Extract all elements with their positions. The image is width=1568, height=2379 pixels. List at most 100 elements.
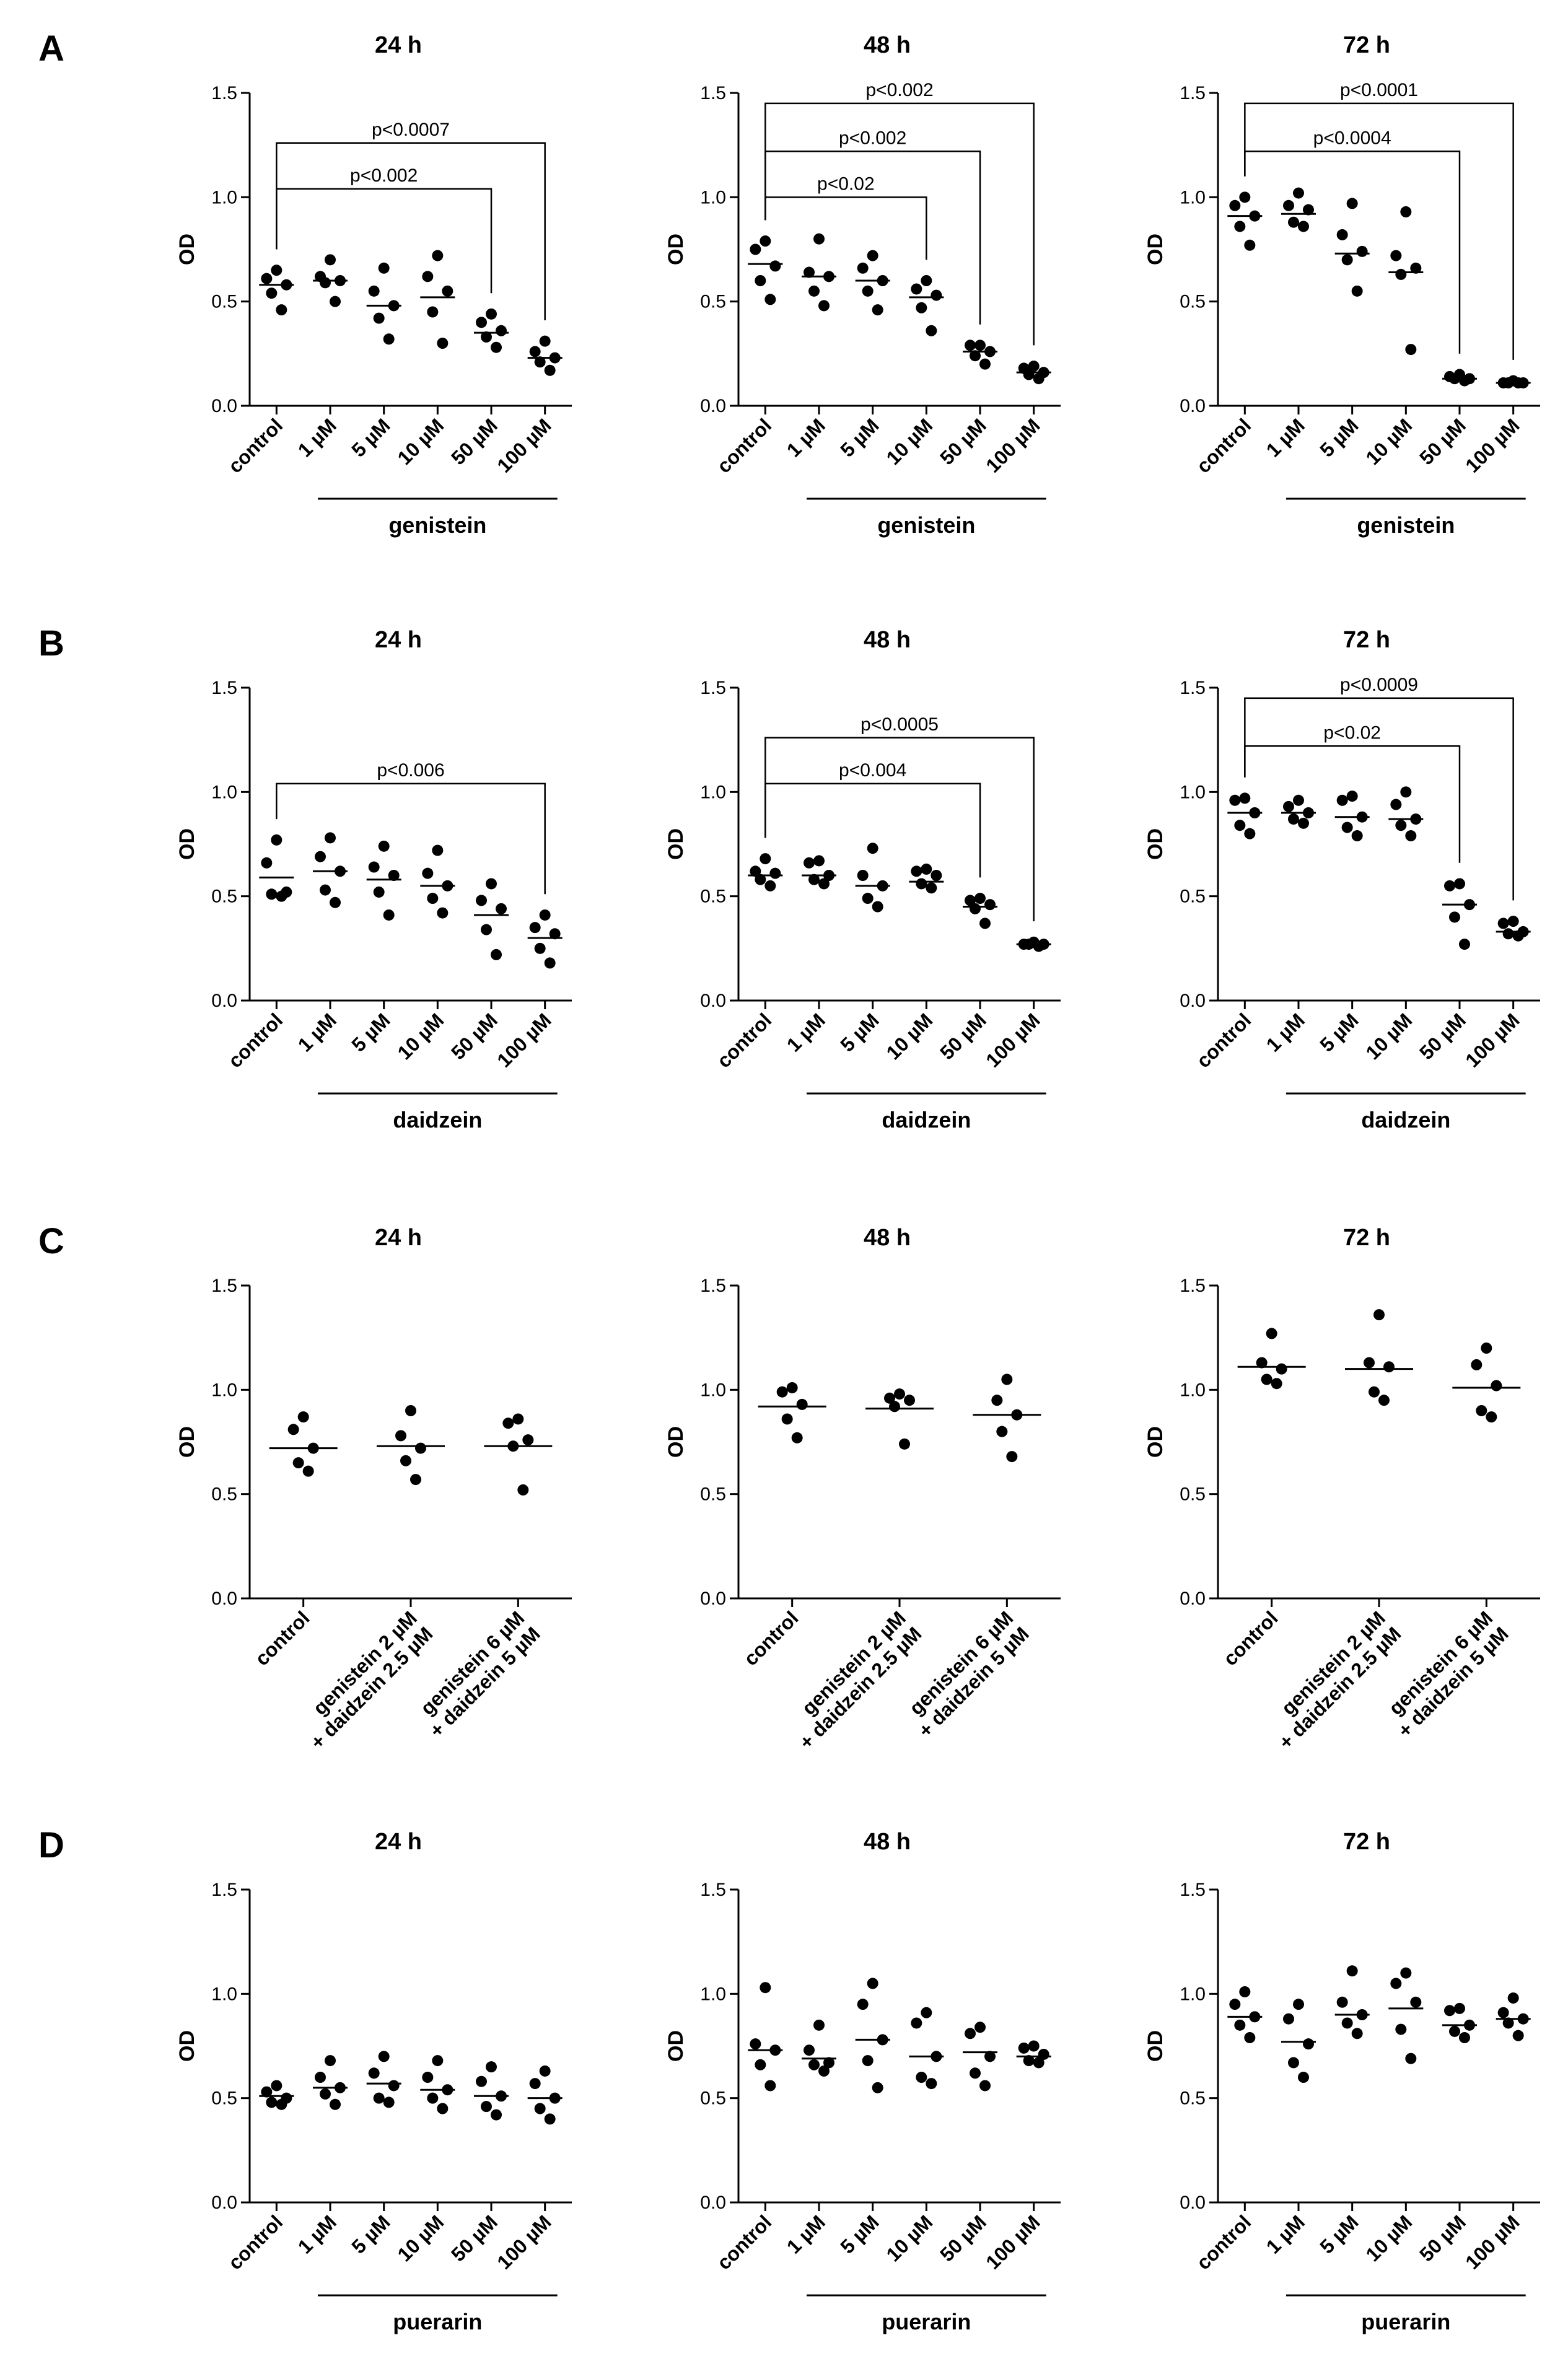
- x-tick-label-line: control: [712, 414, 776, 477]
- data-point: [1234, 820, 1246, 831]
- y-tick-label: 0.5: [211, 292, 237, 312]
- chart-title: 72 h: [1343, 32, 1390, 58]
- y-tick-label: 1.5: [700, 1880, 726, 1900]
- x-tick-label: 1 µM: [294, 414, 341, 461]
- data-point: [292, 1457, 304, 1469]
- data-point: [857, 870, 869, 881]
- data-point: [271, 265, 283, 276]
- data-point: [884, 1392, 895, 1404]
- x-tick-label-line: 1 µM: [1262, 1009, 1309, 1056]
- data-point: [1400, 1967, 1412, 1979]
- data-point: [276, 304, 287, 316]
- p-value-label: p<0.006: [377, 760, 444, 781]
- x-tick-label: 5 µM: [347, 414, 394, 461]
- x-tick-label-line: 10 µM: [882, 414, 937, 469]
- data-point: [1283, 199, 1294, 211]
- y-axis-label: OD: [664, 828, 688, 860]
- data-point: [1293, 187, 1304, 199]
- data-point: [1507, 1992, 1519, 2004]
- data-point: [1395, 820, 1407, 831]
- x-tick-label-line: 10 µM: [393, 1009, 448, 1064]
- data-point: [867, 843, 878, 854]
- significance-bracket: [1244, 697, 1514, 901]
- x-tick-label-line: control: [1192, 1009, 1255, 1072]
- y-axis-label: OD: [1144, 828, 1167, 860]
- y-axis-label: OD: [1144, 2030, 1167, 2062]
- x-tick-label-line: 1 µM: [782, 2210, 830, 2258]
- panel-letter: B: [38, 623, 64, 664]
- x-tick-label-line: 10 µM: [393, 2210, 448, 2266]
- p-value-label: p<0.0007: [372, 120, 450, 140]
- x-tick-label: 5 µM: [1315, 1009, 1362, 1056]
- y-tick-label: 1.5: [1180, 1880, 1206, 1900]
- y-tick-label: 0.0: [700, 991, 726, 1011]
- y-tick-label: 0.5: [211, 887, 237, 907]
- x-tick-label-line: control: [712, 1009, 776, 1072]
- y-tick-label: 0.5: [1180, 1484, 1206, 1505]
- data-point: [1283, 800, 1294, 812]
- group-label: daidzein: [393, 1107, 482, 1133]
- data-point: [899, 1438, 910, 1450]
- data-point: [764, 2080, 776, 2092]
- data-point: [276, 890, 287, 902]
- x-tick-label-line: 100 µM: [493, 1009, 555, 1071]
- data-point: [769, 867, 781, 879]
- data-point: [378, 262, 390, 274]
- x-tick-label-line: 5 µM: [347, 2210, 394, 2258]
- data-point: [921, 863, 932, 875]
- data-point: [1023, 2055, 1035, 2067]
- data-point: [325, 2055, 336, 2067]
- y-tick-label: 0.5: [700, 887, 726, 907]
- data-point: [373, 312, 385, 324]
- x-tick-label-line: 1 µM: [782, 1009, 830, 1056]
- x-tick-label-line: 5 µM: [1315, 2210, 1362, 2258]
- data-point: [813, 2019, 825, 2031]
- data-point: [287, 1424, 299, 1435]
- data-point: [1298, 221, 1309, 232]
- data-point: [1486, 1411, 1497, 1423]
- data-point: [1033, 373, 1045, 385]
- data-point: [368, 2067, 380, 2079]
- data-point: [395, 1430, 406, 1442]
- x-tick-label: 5 µM: [1315, 414, 1362, 461]
- data-point: [491, 2109, 502, 2121]
- data-point: [1346, 198, 1358, 209]
- group-label: genistein: [388, 512, 486, 538]
- data-point: [481, 331, 492, 343]
- data-point: [970, 350, 981, 362]
- data-point: [1454, 2002, 1465, 2014]
- data-point: [276, 2098, 287, 2110]
- y-tick-label: 1.0: [1180, 1380, 1206, 1400]
- y-tick-label: 1.5: [211, 678, 237, 698]
- chart-title: 24 h: [375, 32, 422, 58]
- data-point: [889, 1401, 900, 1413]
- significance-bracket: [276, 782, 546, 895]
- data-point: [872, 2082, 883, 2093]
- data-point: [786, 1382, 798, 1393]
- y-tick-label: 1.0: [1180, 187, 1206, 208]
- y-tick-label: 1.0: [700, 782, 726, 802]
- x-tick-label: genistein 6 µM+ daidzein 5 µM: [410, 1606, 545, 1742]
- x-tick-label-line: 5 µM: [1315, 1009, 1362, 1056]
- x-tick-label-line: control: [224, 1009, 287, 1072]
- significance-bracket: [1244, 745, 1461, 863]
- x-tick-label: 10 µM: [1361, 1009, 1416, 1064]
- x-tick-label: control: [224, 414, 287, 477]
- data-point: [1303, 204, 1314, 216]
- y-axis-label: OD: [1144, 234, 1167, 265]
- data-point: [517, 1484, 529, 1496]
- data-point: [405, 1405, 416, 1416]
- significance-bracket: [764, 151, 981, 325]
- x-tick-label-line: 1 µM: [294, 1009, 341, 1056]
- y-tick-label: 1.0: [211, 1984, 237, 2004]
- x-tick-label-line: 5 µM: [347, 1009, 394, 1056]
- data-point: [410, 1474, 421, 1486]
- x-tick-label: 100 µM: [493, 414, 555, 476]
- data-point: [1244, 828, 1256, 839]
- data-point: [755, 275, 766, 286]
- data-point: [1261, 1374, 1272, 1385]
- x-tick-label: 1 µM: [1262, 1009, 1309, 1056]
